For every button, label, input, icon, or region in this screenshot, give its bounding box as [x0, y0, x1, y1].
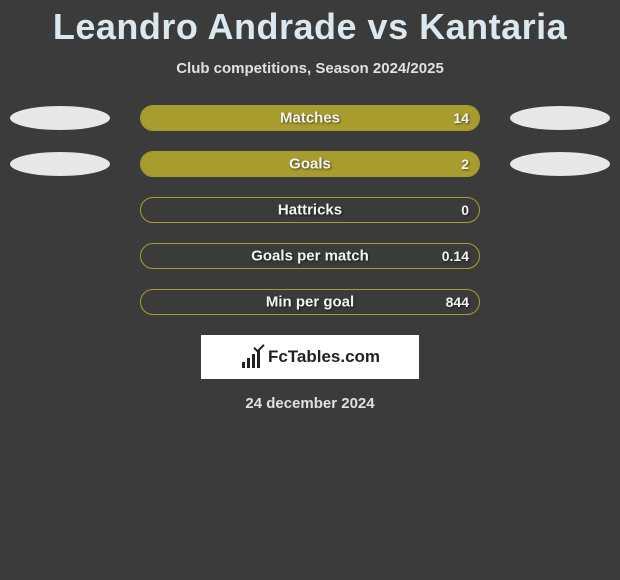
- chart-icon: [240, 346, 262, 368]
- right-player-ellipse: [510, 152, 610, 176]
- stat-row: Hattricks 0: [0, 197, 620, 223]
- stat-label: Hattricks: [278, 202, 342, 219]
- stat-value: 0: [461, 202, 469, 218]
- stat-label: Goals per match: [251, 248, 369, 265]
- stat-bar: Goals 2: [140, 151, 480, 177]
- stat-label: Min per goal: [266, 294, 354, 311]
- stat-label: Matches: [280, 110, 340, 127]
- brand-label: FcTables.com: [268, 347, 380, 367]
- comparison-panel: Leandro Andrade vs Kantaria Club competi…: [0, 0, 620, 412]
- page-title: Leandro Andrade vs Kantaria: [0, 6, 620, 48]
- stat-value: 844: [446, 294, 469, 310]
- stat-value: 2: [461, 156, 469, 172]
- stat-bar: Hattricks 0: [140, 197, 480, 223]
- stat-bar: Matches 14: [140, 105, 480, 131]
- left-player-ellipse: [10, 106, 110, 130]
- date-label: 24 december 2024: [0, 395, 620, 412]
- stat-row: Goals 2: [0, 151, 620, 177]
- left-player-ellipse: [10, 152, 110, 176]
- stat-bar: Min per goal 844: [140, 289, 480, 315]
- stat-label: Goals: [289, 156, 331, 173]
- stat-value: 14: [453, 110, 469, 126]
- stat-row: Goals per match 0.14: [0, 243, 620, 269]
- stats-list: Matches 14 Goals 2 Hattricks 0 Goals per match…: [0, 105, 620, 315]
- stat-row: Matches 14: [0, 105, 620, 131]
- subtitle: Club competitions, Season 2024/2025: [0, 60, 620, 77]
- stat-row: Min per goal 844: [0, 289, 620, 315]
- stat-bar: Goals per match 0.14: [140, 243, 480, 269]
- stat-value: 0.14: [442, 248, 469, 264]
- brand-logo[interactable]: FcTables.com: [201, 335, 419, 379]
- right-player-ellipse: [510, 106, 610, 130]
